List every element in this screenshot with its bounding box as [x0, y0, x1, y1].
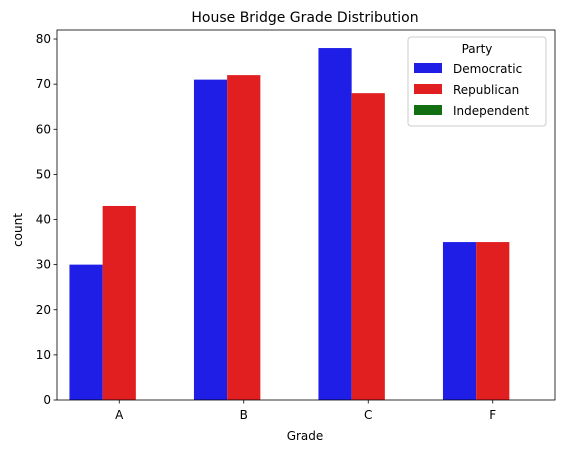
legend-label-democratic: Democratic: [453, 62, 522, 76]
x-tick-label: A: [115, 408, 124, 422]
bar-republican-f: [476, 242, 510, 400]
y-tick-label: 50: [36, 167, 51, 181]
bar-democratic-b: [193, 79, 228, 400]
y-tick-label: 10: [36, 348, 51, 362]
legend: Party Democratic Republican Independent: [407, 36, 547, 127]
y-tick-label: 60: [36, 122, 51, 136]
legend-swatch-democratic: [414, 63, 442, 73]
bar-democratic-f: [442, 242, 477, 400]
chart-title: House Bridge Grade Distribution: [191, 10, 418, 26]
legend-entries: Democratic Republican Independent: [414, 62, 529, 118]
bar-republican-c: [351, 93, 385, 401]
y-tick-label: 20: [36, 303, 51, 317]
y-tick-label: 40: [36, 213, 51, 227]
bar-democratic-a: [69, 264, 103, 400]
x-tick-label: C: [364, 408, 372, 422]
legend-title: Party: [462, 42, 493, 56]
x-axis-title: Grade: [287, 429, 324, 443]
legend-swatch-independent: [414, 105, 442, 115]
y-tick-label: 70: [36, 77, 51, 91]
x-tick-label: B: [240, 408, 248, 422]
legend-swatch-republican: [414, 84, 442, 94]
y-tick-label: 80: [36, 32, 51, 46]
legend-label-republican: Republican: [453, 83, 519, 97]
bar-democratic-c: [318, 48, 352, 401]
y-tick-label: 30: [36, 258, 51, 272]
plot-frame: [56, 29, 556, 401]
bar-republican-b: [227, 75, 261, 401]
bars-layer: [69, 48, 510, 401]
bar-republican-a: [102, 205, 136, 400]
legend-frame: [407, 36, 547, 127]
legend-label-independent: Independent: [453, 104, 529, 118]
y-axis-title: count: [11, 213, 25, 247]
axes-layer: 0 10 20 30 40 50 60 70 80 A B C F: [36, 29, 556, 422]
y-tick-label: 0: [43, 393, 51, 407]
x-tick-label: F: [489, 408, 496, 422]
